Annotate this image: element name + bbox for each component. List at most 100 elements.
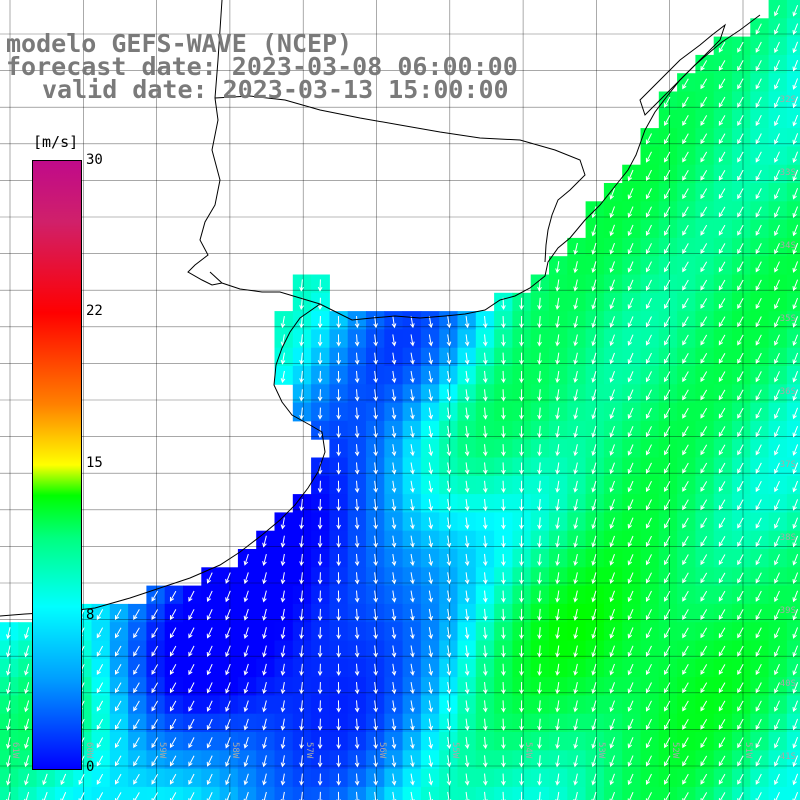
wind-arrow	[336, 645, 341, 658]
wind-arrow	[537, 755, 542, 768]
wind-arrow	[682, 169, 689, 181]
wind-arrow	[96, 627, 104, 639]
wind-arrow	[792, 279, 799, 292]
wind-arrow	[336, 407, 341, 420]
wind-arrow	[737, 499, 744, 511]
wind-arrow	[410, 352, 415, 365]
wind-arrow	[482, 480, 488, 493]
wind-arrow	[645, 499, 652, 511]
wind-arrow	[555, 334, 560, 347]
wind-arrow	[464, 334, 470, 347]
wind-arrow	[501, 645, 506, 658]
wind-arrow	[262, 608, 267, 621]
wind-arrow	[664, 481, 671, 493]
wind-arrow	[225, 590, 231, 603]
wind-arrow	[373, 608, 378, 622]
wind-arrow	[700, 755, 708, 767]
valid-date: valid date: 2023-03-13 15:00:00	[42, 75, 509, 104]
wind-arrow	[151, 718, 159, 730]
wind-arrow	[555, 297, 560, 310]
wind-speed-cell	[786, 512, 800, 532]
wind-arrow	[428, 370, 434, 384]
wind-arrow	[446, 334, 452, 347]
wind-arrow	[627, 352, 634, 365]
wind-arrow	[391, 682, 397, 695]
wind-arrow	[96, 755, 104, 767]
wind-arrow	[591, 499, 597, 511]
wind-arrow	[410, 663, 415, 676]
wind-arrow	[519, 352, 524, 365]
wind-speed-cell	[54, 786, 74, 800]
wind-arrow	[391, 334, 397, 347]
wind-arrow	[627, 206, 634, 218]
wind-arrow	[280, 682, 286, 695]
wind-arrow	[410, 462, 415, 475]
wind-arrow	[188, 700, 195, 712]
wind-arrow	[410, 682, 415, 695]
wind-arrow	[755, 114, 762, 127]
wind-arrow	[354, 462, 360, 475]
wind-arrow	[718, 682, 726, 694]
wind-arrow	[169, 609, 177, 621]
wind-arrow	[482, 608, 488, 622]
wind-arrow	[262, 590, 267, 603]
wind-arrow	[682, 316, 689, 328]
wind-arrow	[373, 736, 378, 750]
wind-arrow	[133, 627, 140, 639]
wind-arrow	[519, 499, 524, 512]
wind-arrow	[446, 755, 452, 768]
wind-arrow	[700, 718, 708, 730]
wind-arrow	[627, 718, 634, 731]
wind-arrow	[700, 261, 708, 273]
lon-label: 55W	[450, 742, 460, 759]
wind-speed-cell	[786, 475, 800, 495]
wind-arrow	[537, 462, 542, 475]
wind-arrow	[700, 517, 708, 529]
wind-arrow	[737, 407, 744, 419]
wind-arrow	[792, 663, 799, 676]
wind-arrow	[464, 553, 470, 567]
wind-arrow	[243, 755, 249, 768]
wind-arrow	[262, 736, 267, 749]
wind-arrow	[501, 572, 506, 585]
wind-arrow	[737, 737, 744, 749]
wind-arrow	[555, 425, 560, 439]
wind-arrow	[410, 645, 415, 658]
wind-arrow	[645, 169, 652, 182]
wind-arrow	[464, 718, 470, 731]
wind-arrow	[280, 700, 286, 713]
wind-arrow	[609, 682, 615, 694]
wind-arrow	[755, 41, 762, 53]
wind-arrow	[225, 682, 231, 694]
wind-arrow	[573, 627, 578, 640]
wind-speed-cell	[750, 786, 770, 800]
wind-arrow	[501, 407, 506, 420]
wind-speed-cell	[786, 73, 800, 92]
wind-arrow	[645, 773, 652, 785]
wind-speed-cell	[183, 786, 202, 800]
wind-arrow	[537, 682, 542, 695]
wind-arrow	[700, 279, 708, 291]
wind-speed-cell	[786, 768, 800, 788]
wind-arrow	[627, 169, 634, 182]
wind-arrow	[664, 389, 671, 401]
wind-speed-cell	[786, 219, 800, 239]
wind-arrow	[299, 755, 304, 768]
wind-arrow	[317, 700, 323, 713]
wind-arrow	[645, 371, 652, 383]
wind-arrow	[774, 535, 780, 548]
wind-arrow	[446, 791, 452, 800]
wind-arrow	[299, 389, 304, 402]
wind-arrow	[373, 389, 378, 402]
wind-arrow	[519, 773, 524, 786]
wind-speed-cell	[786, 640, 800, 660]
wind-arrow	[336, 700, 341, 713]
wind-arrow	[537, 572, 542, 585]
wind-arrow	[519, 627, 524, 640]
wind-arrow	[737, 243, 744, 255]
wind-arrow	[755, 78, 762, 90]
wind-arrow	[482, 444, 488, 457]
wind-arrow	[774, 297, 780, 310]
wind-arrow	[774, 114, 780, 127]
wind-speed-cell	[786, 256, 800, 275]
